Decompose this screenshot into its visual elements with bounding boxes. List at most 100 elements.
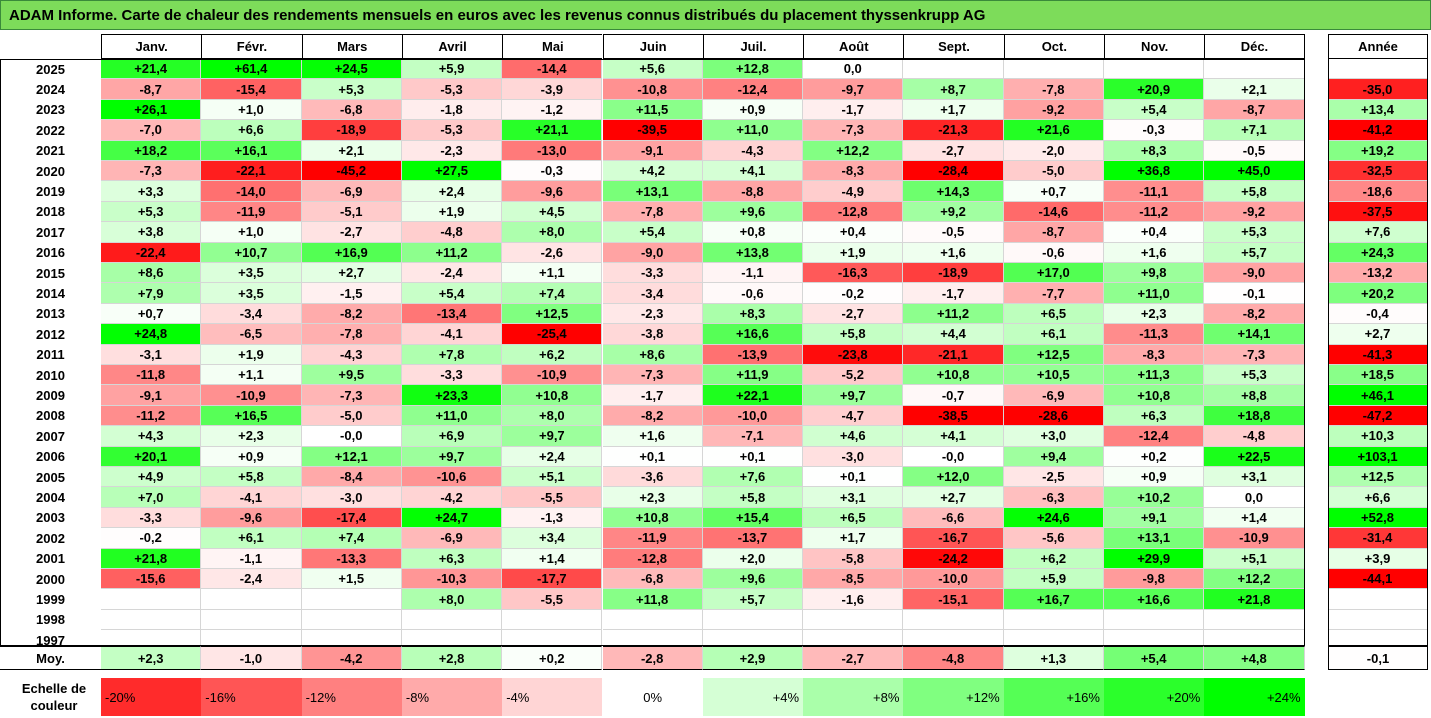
heatmap-cell: +5,8 <box>1204 181 1305 202</box>
heatmap-cell: -22,1 <box>201 161 302 182</box>
heatmap-cell: +15,4 <box>702 507 804 529</box>
heatmap-cell: -7,3 <box>301 385 402 406</box>
heatmap-cell: +6,6 <box>201 120 302 141</box>
heatmap-cell: -15,6 <box>101 569 202 590</box>
heatmap-cell: -11,2 <box>101 405 202 427</box>
heatmap-cell: -1,6 <box>803 589 904 610</box>
heatmap-cell: -12,8 <box>803 201 904 223</box>
heatmap-cell: +7,1 <box>1204 120 1305 141</box>
heatmap-cell: +0,9 <box>1104 467 1205 488</box>
heatmap-cell <box>502 609 603 631</box>
heatmap-cell: -10,6 <box>401 467 503 488</box>
heatmap-cell: +2,7 <box>301 263 402 284</box>
month-header: Juil. <box>702 34 804 59</box>
heatmap-cell: +14,3 <box>903 181 1004 202</box>
heatmap-cell: -7,7 <box>1003 283 1104 304</box>
heatmap-cell: -6,8 <box>602 569 703 590</box>
heatmap-cell: +5,3 <box>1204 222 1305 243</box>
heatmap-cell: +4,6 <box>803 426 904 447</box>
average-cell: -2,7 <box>803 646 904 670</box>
heatmap-cell: -11,1 <box>1104 181 1205 202</box>
heatmap-cell: +5,3 <box>101 201 202 223</box>
heatmap-cell: -17,4 <box>301 507 402 529</box>
annual-cell: +20,2 <box>1328 283 1428 304</box>
heatmap-cell: +5,7 <box>1204 242 1305 263</box>
heatmap-cell: +9,7 <box>401 446 503 467</box>
heatmap-cell: +20,9 <box>1104 79 1205 100</box>
heatmap-cell: -11,3 <box>1104 324 1205 345</box>
heatmap-cell: -8,2 <box>301 303 402 325</box>
heatmap-cell: -16,7 <box>903 528 1004 549</box>
year-label: 2020 <box>36 163 65 179</box>
annual-cell: +103,1 <box>1328 446 1428 467</box>
heatmap-cell: -1,1 <box>201 548 302 569</box>
heatmap-cell: -28,4 <box>903 161 1004 182</box>
year-label: 2025 <box>36 61 65 77</box>
annual-cell <box>1328 609 1428 631</box>
heatmap-cell: +1,7 <box>903 99 1004 121</box>
heatmap-cell: -5,1 <box>301 201 402 223</box>
heatmap-cell: +16,5 <box>201 405 302 427</box>
average-cell: +2,9 <box>702 646 804 670</box>
year-label: 2024 <box>36 82 65 98</box>
heatmap-cell: -8,2 <box>602 405 703 427</box>
heatmap-cell: +7,8 <box>401 344 503 365</box>
heatmap-cell: -5,0 <box>1003 161 1104 182</box>
heatmap-cell: -4,9 <box>803 181 904 202</box>
heatmap-cell: +1,0 <box>201 222 302 243</box>
heatmap-cell: -9,6 <box>502 181 603 202</box>
heatmap-cell: +23,3 <box>401 385 503 406</box>
heatmap-cell: -2,3 <box>602 303 703 325</box>
heatmap-cell: +24,7 <box>401 507 503 529</box>
heatmap-cell: -6,9 <box>401 528 503 549</box>
heatmap-cell: +6,3 <box>1104 405 1205 427</box>
heatmap-cell: +11,2 <box>401 242 503 263</box>
heatmap-cell: +22,5 <box>1204 446 1305 467</box>
heatmap-cell: -10,9 <box>201 385 302 406</box>
heatmap-cell: -4,1 <box>201 487 302 508</box>
heatmap-cell: +12,2 <box>1204 569 1305 590</box>
heatmap-cell: +13,8 <box>702 242 804 263</box>
annual-cell: -41,2 <box>1328 120 1428 141</box>
heatmap-cell: +12,1 <box>301 446 402 467</box>
average-cell: +1,3 <box>1003 646 1104 670</box>
heatmap-cell: -8,4 <box>301 467 402 488</box>
heatmap-cell: +11,3 <box>1104 365 1205 386</box>
heatmap-cell: -3,1 <box>101 344 202 365</box>
heatmap-cell: -10,9 <box>502 365 603 386</box>
heatmap-cell: -12,8 <box>602 548 703 569</box>
heatmap-cell: -23,8 <box>803 344 904 365</box>
annual-cell: +3,9 <box>1328 548 1428 569</box>
heatmap-cell <box>903 59 1004 80</box>
heatmap-cell <box>1003 609 1104 631</box>
heatmap-cell: +2,7 <box>903 487 1004 508</box>
heatmap-cell: +5,3 <box>1204 365 1305 386</box>
heatmap-cell: +0,1 <box>803 467 904 488</box>
heatmap-cell: +8,3 <box>1104 140 1205 161</box>
heatmap-cell: -0,2 <box>803 283 904 304</box>
month-header: Oct. <box>1003 34 1104 59</box>
heatmap-cell: +20,1 <box>101 446 202 467</box>
heatmap-cell: -5,6 <box>1003 528 1104 549</box>
heatmap-cell: +4,3 <box>101 426 202 447</box>
heatmap-cell: +3,5 <box>201 263 302 284</box>
heatmap-cell: +1,0 <box>201 99 302 121</box>
heatmap-cell: +3,1 <box>803 487 904 508</box>
heatmap-cell: -9,1 <box>101 385 202 406</box>
heatmap-cell: +21,1 <box>502 120 603 141</box>
annual-cell: -18,6 <box>1328 181 1428 202</box>
heatmap-cell: +10,8 <box>602 507 703 529</box>
heatmap-cell: -0,7 <box>903 385 1004 406</box>
average-cell: +0,2 <box>502 646 603 670</box>
heatmap-cell: -1,7 <box>903 283 1004 304</box>
heatmap-cell: -7,3 <box>803 120 904 141</box>
heatmap-cell: +5,9 <box>401 59 503 80</box>
heatmap-cell <box>1104 59 1205 80</box>
annual-cell: +24,3 <box>1328 242 1428 263</box>
month-header: Sept. <box>903 34 1004 59</box>
annual-cell: +12,5 <box>1328 467 1428 488</box>
heatmap-cell: +7,9 <box>101 283 202 304</box>
heatmap-cell: +13,1 <box>1104 528 1205 549</box>
heatmap-cell: +1,9 <box>201 344 302 365</box>
